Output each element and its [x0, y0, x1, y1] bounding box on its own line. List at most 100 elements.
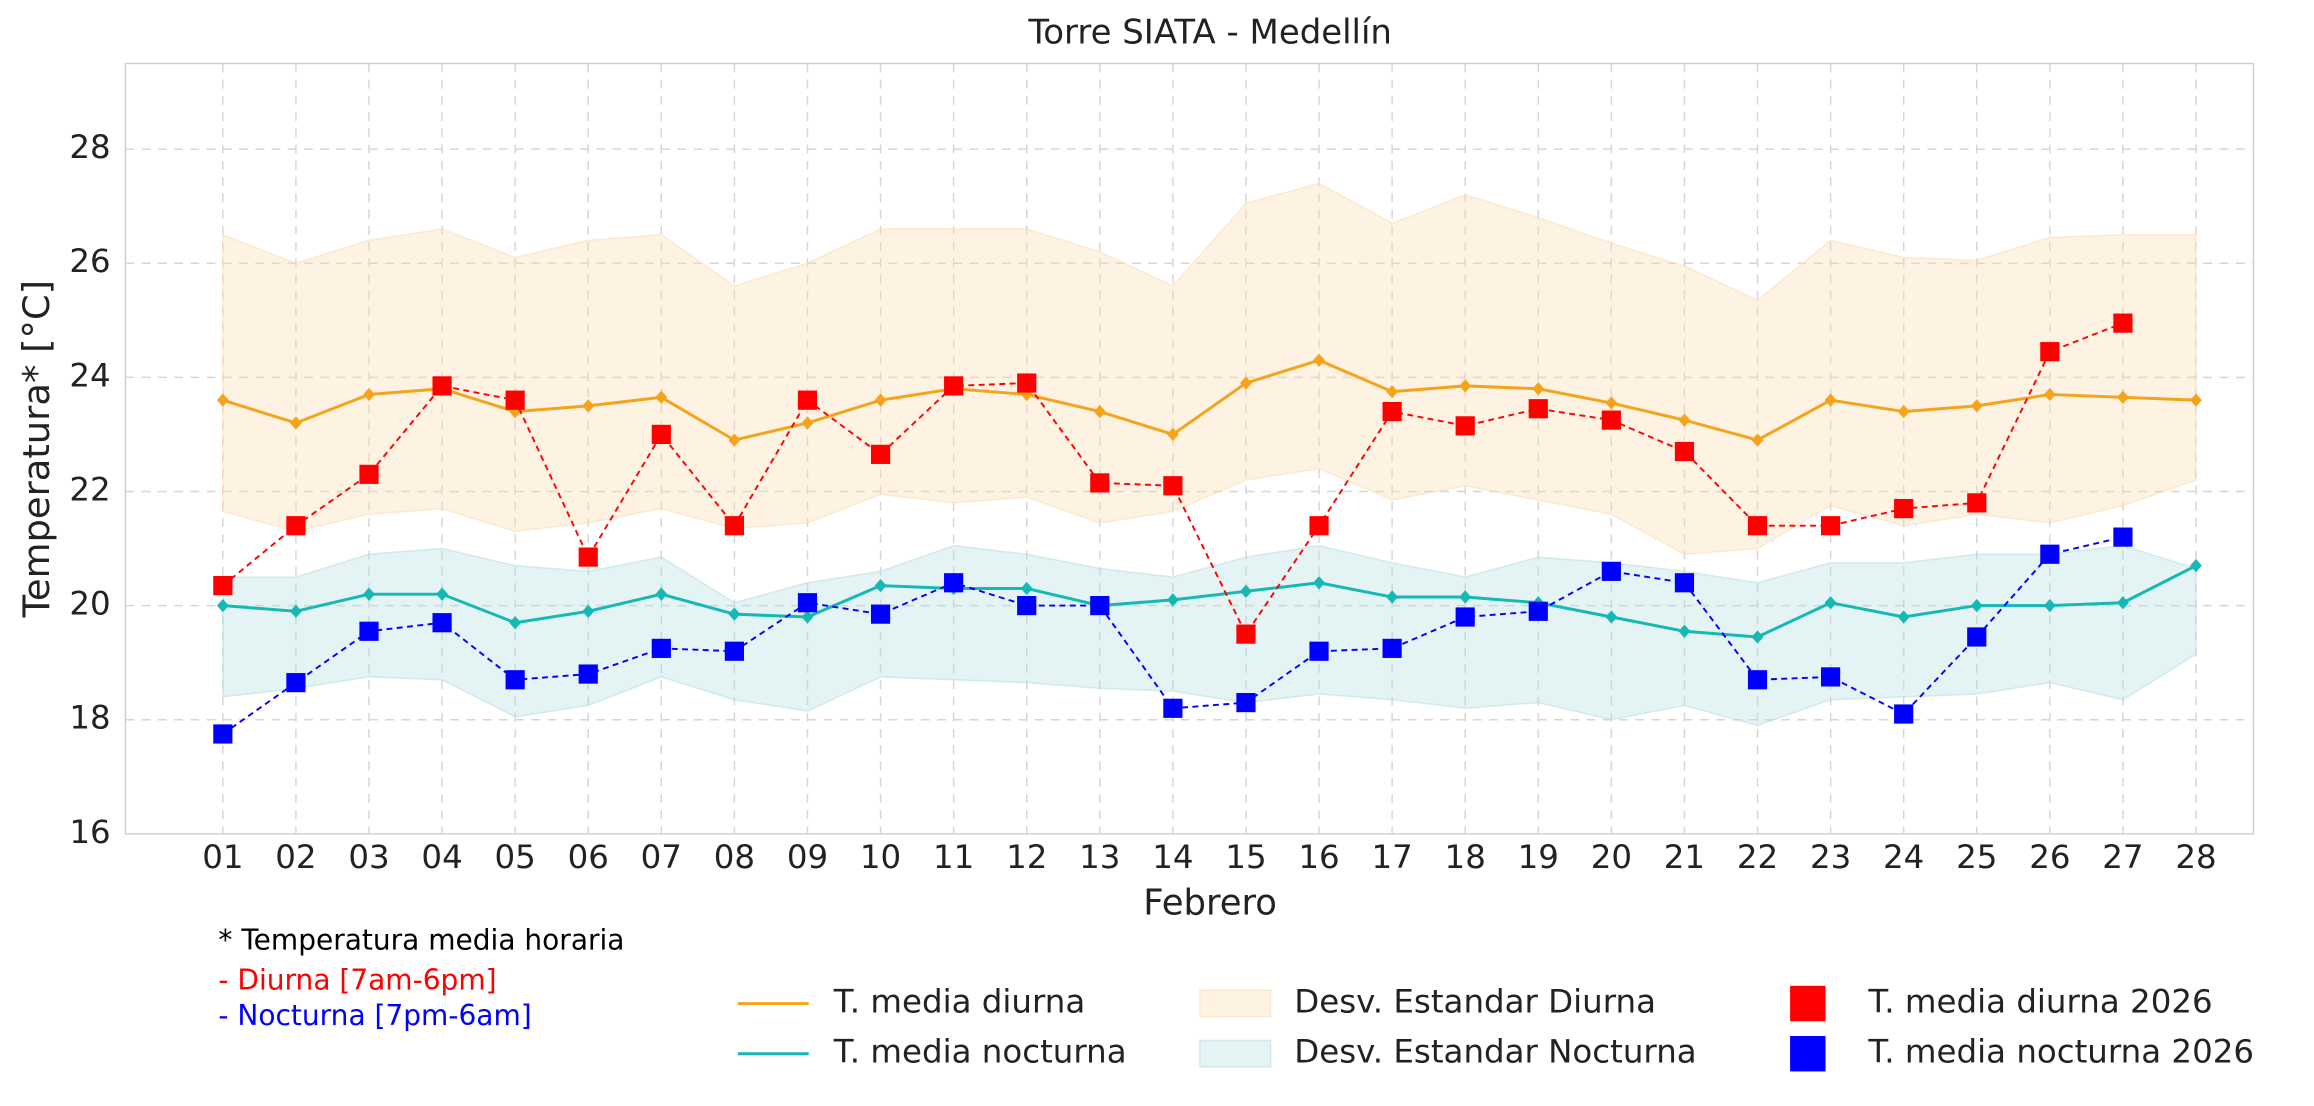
data-point — [363, 387, 375, 402]
data-point — [2190, 393, 2202, 407]
data-point — [1751, 630, 1764, 644]
data-point — [1455, 416, 1475, 436]
x-tick-label: 02 — [275, 838, 316, 876]
data-point — [1897, 610, 1910, 624]
legend-label: T. media nocturna — [833, 1033, 1127, 1071]
legend-label: T. media diurna — [833, 983, 1085, 1021]
y-tick-label: 24 — [69, 356, 110, 394]
data-point — [1674, 573, 1695, 593]
x-axis-label: Febrero — [1143, 883, 1277, 924]
data-point — [505, 390, 525, 410]
x-tick-label: 20 — [1591, 838, 1632, 876]
data-point — [1459, 379, 1472, 393]
data-point — [1894, 498, 1914, 519]
data-point — [1166, 427, 1179, 442]
x-tick-label: 04 — [421, 838, 462, 876]
y-tick-label: 22 — [69, 470, 110, 508]
data-point — [1528, 399, 1548, 419]
data-point — [2043, 387, 2056, 402]
legend-label: Desv. Estandar Diurna — [1294, 983, 1656, 1021]
data-point — [1309, 641, 1329, 661]
data-point — [286, 673, 306, 693]
data-point — [213, 724, 233, 744]
data-point — [582, 399, 595, 413]
data-point — [1824, 393, 1837, 407]
x-tick-label: 25 — [1956, 838, 1997, 876]
data-point — [1821, 667, 1841, 687]
x-tick-label: 08 — [714, 838, 755, 876]
data-point — [1601, 410, 1621, 430]
data-point — [363, 587, 375, 601]
data-point — [2113, 313, 2133, 333]
data-point — [1459, 590, 1472, 604]
data-point — [870, 444, 891, 464]
data-point — [432, 613, 452, 633]
data-point — [1382, 401, 1402, 422]
x-tick-label: 01 — [202, 838, 243, 876]
legend-swatch — [1199, 989, 1272, 1018]
data-point — [1236, 693, 1256, 713]
data-point — [216, 598, 229, 613]
data-point — [1382, 638, 1402, 658]
data-point — [728, 607, 741, 621]
data-point — [1090, 595, 1110, 616]
data-point — [1601, 561, 1621, 581]
x-tick-label: 07 — [641, 838, 682, 876]
data-point — [1313, 576, 1325, 590]
data-point — [286, 516, 306, 536]
x-tick-label: 14 — [1152, 838, 1193, 876]
data-point — [2040, 342, 2060, 362]
data-point — [578, 664, 598, 684]
data-point — [2040, 544, 2060, 564]
data-point — [797, 593, 818, 613]
data-point — [1824, 596, 1837, 610]
data-point — [1163, 698, 1183, 718]
data-point — [213, 576, 233, 596]
data-point — [1163, 476, 1183, 496]
data-point — [290, 416, 302, 430]
legend-label: T. media nocturna 2026 — [1867, 1033, 2254, 1071]
data-point — [655, 390, 668, 404]
x-tick-label: 19 — [1518, 838, 1559, 876]
data-point — [578, 547, 598, 567]
x-tick-label: 13 — [1079, 838, 1120, 876]
data-point — [359, 621, 379, 641]
data-point — [1751, 433, 1764, 447]
data-point — [505, 670, 525, 690]
note: * Temperatura media horaria — [218, 924, 624, 957]
x-tick-label: 22 — [1737, 838, 1778, 876]
legend-label: Desv. Estandar Nocturna — [1294, 1033, 1696, 1071]
data-point — [1309, 516, 1329, 536]
data-point — [651, 638, 671, 658]
data-point — [1236, 624, 1256, 644]
data-point — [797, 390, 818, 410]
data-point — [582, 604, 595, 618]
x-tick-label: 17 — [1371, 838, 1412, 876]
x-tick-label: 26 — [2029, 838, 2070, 876]
x-tick-label: 03 — [348, 838, 389, 876]
data-point — [1605, 396, 1618, 410]
data-point — [1678, 413, 1691, 427]
x-tick-label: 10 — [860, 838, 901, 876]
data-point — [1970, 399, 1983, 413]
y-tick-label: 16 — [69, 813, 110, 851]
data-point — [651, 424, 671, 444]
x-tick-label: 21 — [1664, 838, 1705, 876]
data-point — [1528, 601, 1548, 621]
x-tick-label: 27 — [2102, 838, 2143, 876]
data-point — [1821, 516, 1841, 536]
chart-title: Torre SIATA - Medellín — [1027, 12, 1392, 52]
data-point — [290, 604, 302, 618]
legend-label: T. media diurna 2026 — [1867, 983, 2212, 1021]
y-axis-label: Temperatura* [°C] — [15, 280, 58, 618]
plot: 16 18 20 22 24 26 28 01 02 03 04 05 06 07 08 09 10 11 12 13… — [69, 63, 2254, 876]
data-point — [728, 433, 741, 447]
note: - Nocturna [7pm-6am] — [218, 999, 531, 1032]
x-tick-label: 06 — [568, 838, 609, 876]
data-point — [1093, 404, 1106, 419]
data-point — [870, 604, 891, 624]
data-point — [1970, 598, 1983, 613]
x-tick-label: 09 — [787, 838, 828, 876]
data-point — [1090, 473, 1110, 493]
